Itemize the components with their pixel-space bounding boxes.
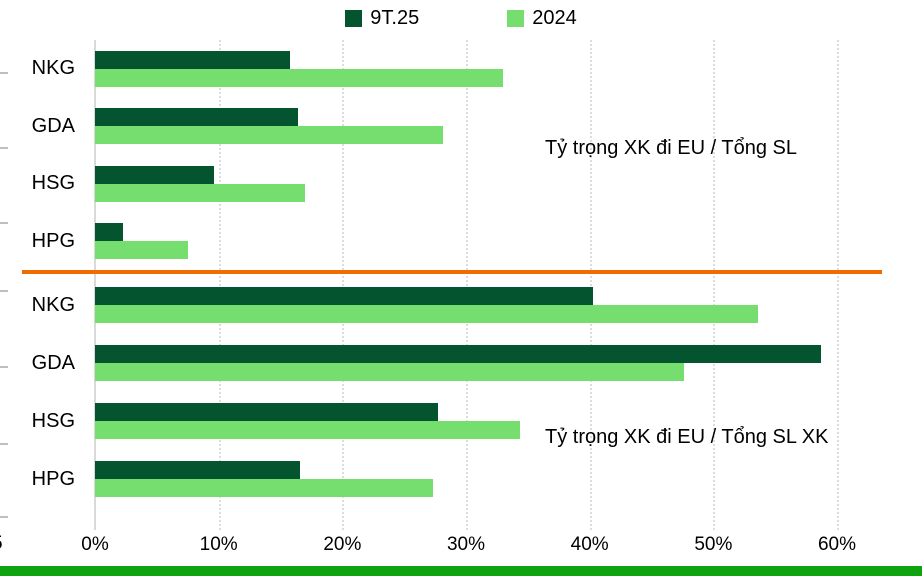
category-label: HSG bbox=[31, 172, 75, 195]
category-label: NKG bbox=[31, 293, 75, 316]
category-row-hpg: HPG bbox=[0, 450, 837, 508]
legend-item-9t-25: 9T.25 bbox=[345, 7, 419, 30]
gridline-10- bbox=[218, 40, 221, 530]
bar-group-nkg bbox=[95, 287, 837, 323]
bar-9t-25-nkg bbox=[95, 50, 291, 69]
legend-item-2024: 2024 bbox=[507, 7, 577, 30]
bar-2024-nkg bbox=[95, 305, 758, 323]
category-label: HSG bbox=[31, 409, 75, 432]
bar-9t-25-hsg bbox=[95, 403, 438, 421]
bar-group-hpg bbox=[95, 223, 837, 260]
bar-9t-25-hsg bbox=[95, 165, 214, 184]
category-row-nkg: NKG bbox=[0, 276, 837, 334]
category-row-hsg: HSG bbox=[0, 392, 837, 450]
bar-2024-hpg bbox=[95, 479, 433, 497]
annotation-top-title: Tỷ trọng XK đi EU / Tổng SL bbox=[545, 137, 797, 159]
bar-group-gda bbox=[95, 345, 837, 381]
category-row-nkg: NKG bbox=[0, 40, 837, 98]
bottom-green-strip bbox=[0, 566, 922, 576]
bar-2024-nkg bbox=[95, 68, 504, 87]
gridline-60- bbox=[837, 40, 839, 530]
left-edge-tick bbox=[0, 72, 8, 74]
x-axis-tick-label: 30% bbox=[446, 534, 486, 555]
left-edge-tick bbox=[0, 366, 8, 368]
annotation-bottom-title: Tỷ trọng XK đi EU / Tổng SL XK bbox=[545, 426, 829, 448]
category-label: NKG bbox=[31, 57, 75, 80]
bar-group-gda bbox=[95, 108, 837, 145]
legend-label: 9T.25 bbox=[370, 7, 420, 29]
left-edge-tick bbox=[0, 147, 8, 149]
gridline-50- bbox=[713, 40, 716, 530]
bar-9t-25-gda bbox=[95, 108, 298, 127]
panel-top: NKG GDA HSG HPG bbox=[0, 40, 837, 270]
bar-group-hsg bbox=[95, 403, 837, 439]
legend-swatch-icon bbox=[345, 10, 363, 27]
legend: 9T.25 2024 bbox=[0, 7, 922, 30]
left-edge-tick bbox=[0, 443, 8, 445]
bar-9t-25-nkg bbox=[95, 287, 594, 305]
clipped-edge-text: 5 bbox=[0, 533, 3, 555]
bar-2024-gda bbox=[95, 363, 684, 381]
x-axis-tick-label: 20% bbox=[323, 534, 362, 555]
bar-group-hsg bbox=[95, 165, 837, 202]
category-row-hsg: HSG bbox=[0, 155, 837, 213]
bar-2024-hsg bbox=[95, 183, 306, 202]
x-axis-tick-label: 40% bbox=[570, 534, 609, 555]
bar-group-nkg bbox=[95, 50, 837, 87]
bar-9t-25-hpg bbox=[95, 223, 124, 242]
bar-group-hpg bbox=[95, 461, 837, 497]
legend-swatch-icon bbox=[507, 10, 525, 27]
category-label: HPG bbox=[31, 467, 75, 490]
x-axis-tick-label: 0% bbox=[81, 534, 109, 555]
y-axis-line bbox=[94, 40, 96, 530]
category-row-hpg: HPG bbox=[0, 213, 837, 271]
bar-2024-hpg bbox=[95, 241, 188, 260]
category-label: GDA bbox=[31, 351, 75, 374]
bar-9t-25-gda bbox=[95, 345, 821, 363]
panel-bottom: NKG GDA HSG HPG bbox=[0, 276, 837, 508]
gridline-30- bbox=[466, 40, 468, 530]
bar-9t-25-hpg bbox=[95, 461, 301, 479]
category-row-gda: GDA bbox=[0, 334, 837, 392]
panel-divider-line bbox=[22, 270, 882, 274]
gridline-40- bbox=[589, 40, 592, 530]
category-row-gda: GDA bbox=[0, 98, 837, 156]
x-axis-tick-label: 50% bbox=[694, 534, 733, 555]
x-axis-tick-label: 60% bbox=[817, 534, 857, 555]
bar-2024-hsg bbox=[95, 421, 521, 439]
left-edge-tick bbox=[0, 290, 8, 292]
legend-label: 2024 bbox=[532, 7, 577, 29]
category-label: GDA bbox=[31, 114, 75, 137]
left-edge-tick bbox=[0, 516, 8, 518]
left-edge-tick bbox=[0, 222, 8, 224]
x-axis-tick-label: 10% bbox=[199, 534, 238, 555]
bar-2024-gda bbox=[95, 126, 443, 145]
category-label: HPG bbox=[31, 229, 75, 252]
gridline-20- bbox=[342, 40, 345, 530]
